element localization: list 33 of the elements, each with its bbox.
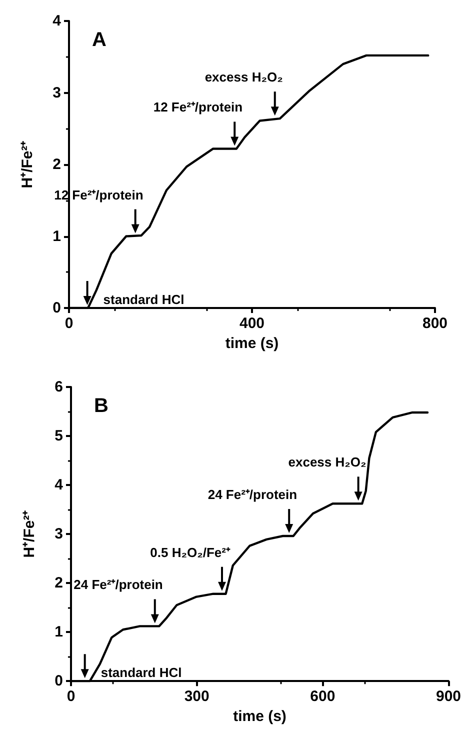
y-axis-title: H⁺/Fe²⁺ bbox=[21, 510, 38, 558]
annotation: excess H₂O₂ bbox=[204, 70, 284, 85]
x-tick-label: 0 bbox=[66, 688, 76, 706]
y-axis-title: H⁺/Fe²⁺ bbox=[19, 140, 36, 188]
y-tick-label: 1 bbox=[52, 228, 61, 245]
y-tick-label: 0 bbox=[52, 300, 61, 316]
annotation: 0.5 H₂O₂/Fe²⁺ bbox=[150, 544, 231, 560]
y-tick-label: 3 bbox=[54, 526, 63, 543]
x-tick-label: 900 bbox=[436, 688, 461, 706]
y-tick-label: 6 bbox=[54, 378, 63, 396]
y-tick-label: 4 bbox=[54, 476, 64, 494]
x-tick-label: 600 bbox=[310, 688, 336, 706]
chart-title: B bbox=[94, 395, 108, 417]
y-tick-label: 2 bbox=[52, 156, 61, 173]
x-axis-title: time (s) bbox=[233, 708, 286, 725]
x-tick-label: 300 bbox=[184, 688, 210, 706]
annotation: standard HCl bbox=[100, 665, 182, 680]
y-tick-label: 0 bbox=[54, 672, 63, 690]
y-tick-label: 3 bbox=[52, 84, 61, 102]
annotation: 12 Fe²⁺/protein bbox=[54, 187, 144, 202]
x-axis-title: time (s) bbox=[225, 334, 279, 352]
chart-title: A bbox=[92, 29, 106, 51]
annotation: 24 Fe²⁺/protein bbox=[74, 577, 163, 592]
x-tick-label: 400 bbox=[239, 315, 265, 332]
annotation: standard HCl bbox=[103, 292, 184, 307]
annotation: excess H₂O₂ bbox=[288, 454, 367, 470]
y-tick-label: 5 bbox=[54, 428, 63, 445]
x-tick-label: 800 bbox=[422, 315, 448, 332]
y-tick-label: 2 bbox=[54, 574, 63, 592]
y-tick-label: 4 bbox=[52, 12, 62, 30]
annotation: 24 Fe²⁺/protein bbox=[208, 487, 298, 502]
annotation: 12 Fe²⁺/protein bbox=[153, 100, 243, 115]
y-tick-label: 1 bbox=[54, 624, 63, 641]
